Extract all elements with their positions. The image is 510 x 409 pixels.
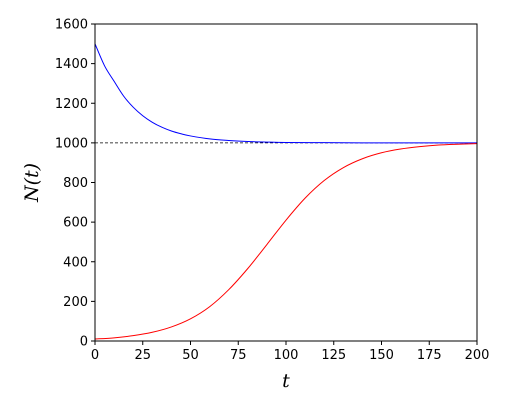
y-tick-label: 800 [63,176,88,191]
x-tick-label: 150 [369,348,394,363]
y-tick-label: 0 [80,335,88,350]
x-tick-label: 100 [274,348,299,363]
plot-frame [94,23,478,342]
y-tick-label: 200 [63,295,88,310]
plot-lines [94,43,478,340]
y-tick-label: 1600 [55,18,88,33]
y-tick-label: 400 [63,255,88,270]
x-tick-label: 0 [91,348,99,363]
y-tick-label: 1000 [55,136,88,151]
series-line-1 [94,43,477,144]
ticks: 0 25 50 75 100 125 150 175 200 0 200 400 600 800 1000 1… [55,18,490,364]
x-tick-label: 200 [465,348,490,363]
series-line-2 [94,143,478,340]
y-tick-label: 1400 [55,57,88,72]
x-tick-label: 25 [134,348,151,363]
x-axis-label: t [282,370,290,392]
x-tick-label: 125 [321,348,346,363]
x-tick-label: 50 [182,348,199,363]
x-tick-label: 75 [230,348,247,363]
y-tick-label: 600 [63,216,88,231]
y-axis-label: N(t) [21,163,43,203]
y-tick-label: 1200 [55,97,88,112]
x-tick-label: 175 [417,348,442,363]
